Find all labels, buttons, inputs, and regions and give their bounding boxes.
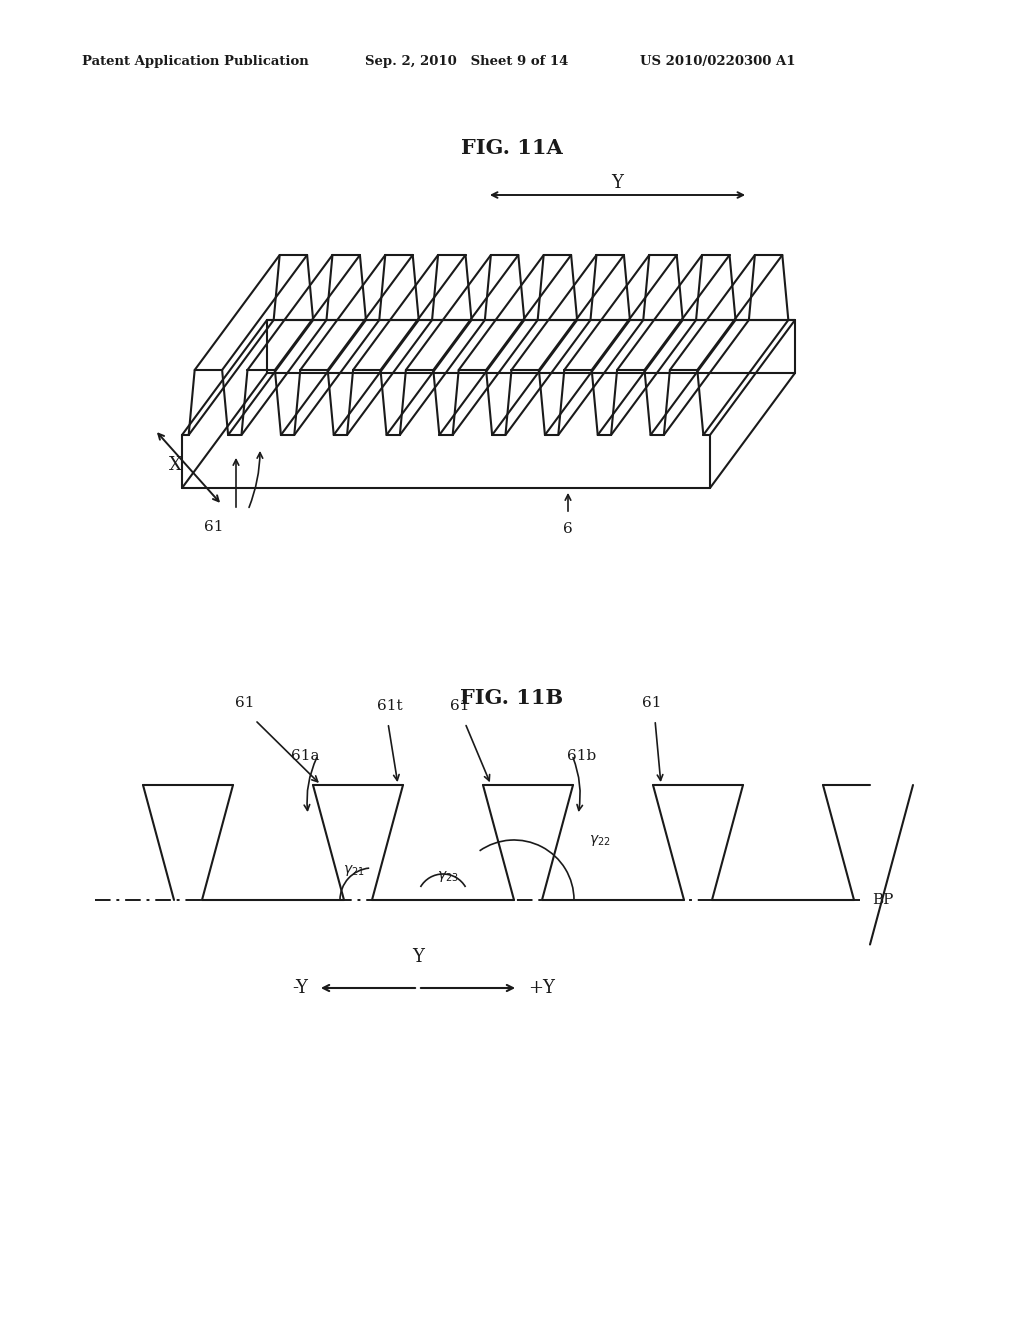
Text: 61: 61	[204, 520, 224, 535]
Text: 61a: 61a	[291, 748, 319, 763]
Text: BP: BP	[872, 894, 893, 907]
Text: 6: 6	[563, 521, 572, 536]
Text: 61: 61	[236, 696, 255, 710]
Text: +Y: +Y	[528, 979, 555, 997]
Text: US 2010/0220300 A1: US 2010/0220300 A1	[640, 55, 796, 69]
Text: FIG. 11B: FIG. 11B	[461, 688, 563, 708]
Text: Patent Application Publication: Patent Application Publication	[82, 55, 309, 69]
Text: $\gamma_{23}$: $\gamma_{23}$	[437, 869, 459, 884]
Text: 61t: 61t	[377, 700, 402, 713]
Text: X: X	[169, 455, 181, 474]
Text: FIG. 11A: FIG. 11A	[461, 139, 563, 158]
Text: $\gamma_{21}$: $\gamma_{21}$	[343, 863, 365, 878]
Text: $\gamma_{22}$: $\gamma_{22}$	[589, 833, 610, 847]
Text: -Y: -Y	[292, 979, 308, 997]
Text: 61: 61	[642, 696, 662, 710]
Text: Y: Y	[412, 948, 424, 966]
Text: 61: 61	[451, 700, 470, 713]
Text: Y: Y	[611, 174, 623, 191]
Text: Sep. 2, 2010   Sheet 9 of 14: Sep. 2, 2010 Sheet 9 of 14	[365, 55, 568, 69]
Text: 61b: 61b	[567, 748, 597, 763]
